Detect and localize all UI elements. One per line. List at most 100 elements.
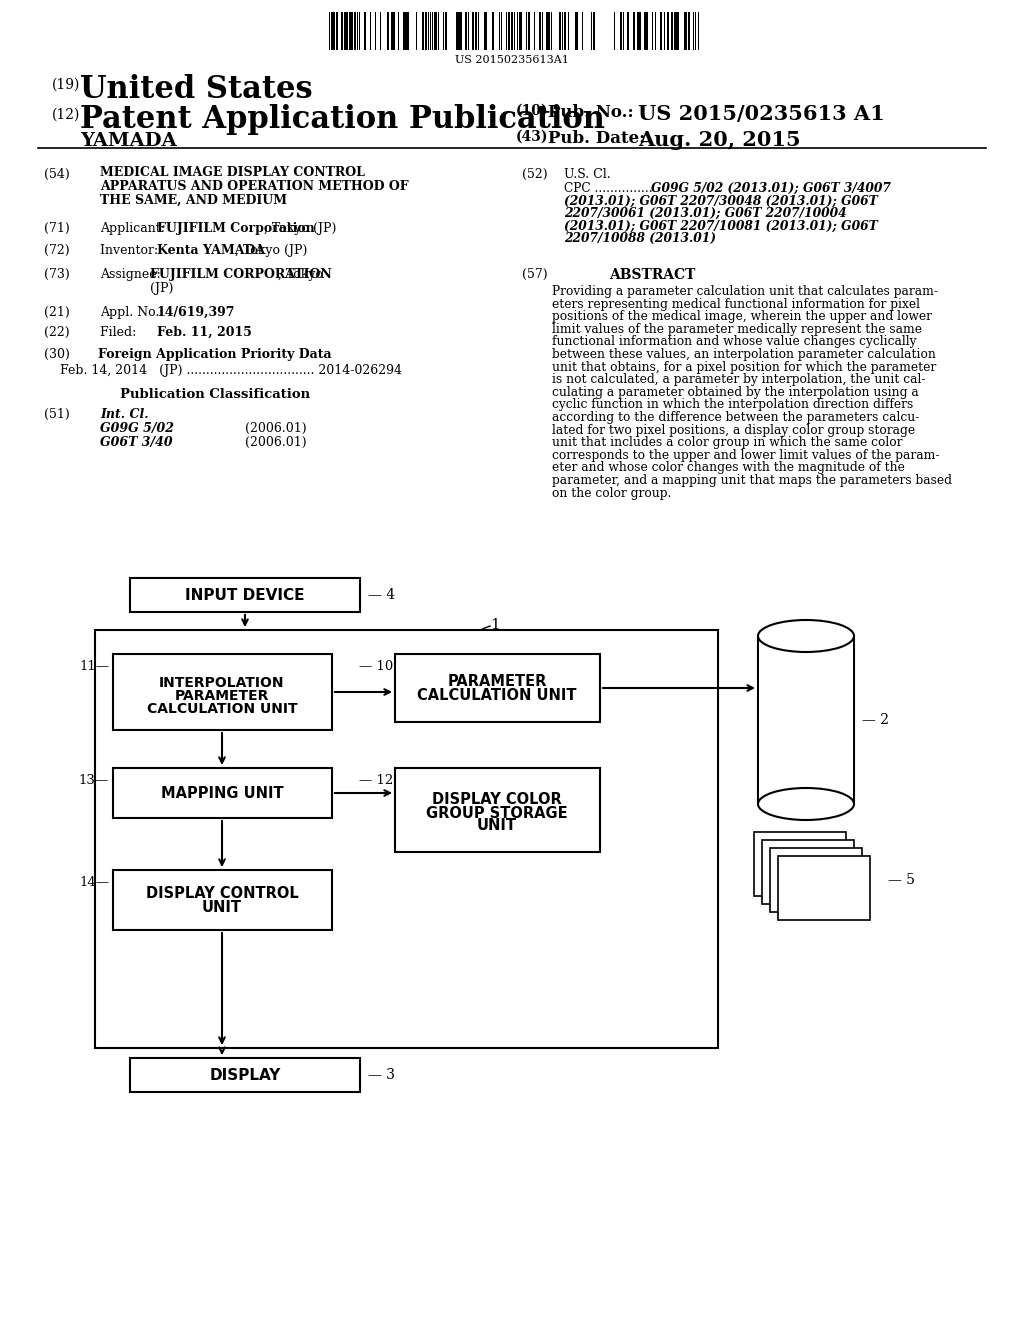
Bar bbox=[620, 12, 622, 50]
Text: positions of the medical image, wherein the upper and lower: positions of the medical image, wherein … bbox=[552, 310, 932, 323]
Text: — 2: — 2 bbox=[862, 713, 889, 727]
Bar bbox=[468, 12, 469, 50]
Text: (2013.01); G06T 2207/10081 (2013.01); G06T: (2013.01); G06T 2207/10081 (2013.01); G0… bbox=[564, 219, 878, 232]
Text: INTERPOLATION: INTERPOLATION bbox=[160, 676, 285, 690]
Text: US 20150235613A1: US 20150235613A1 bbox=[455, 55, 569, 65]
Text: G06T 3/40: G06T 3/40 bbox=[100, 436, 173, 449]
Text: MEDICAL IMAGE DISPLAY CONTROL: MEDICAL IMAGE DISPLAY CONTROL bbox=[100, 166, 365, 180]
Text: is not calculated, a parameter by interpolation, the unit cal-: is not calculated, a parameter by interp… bbox=[552, 374, 926, 387]
Text: 2207/30061 (2013.01); G06T 2207/10004: 2207/30061 (2013.01); G06T 2207/10004 bbox=[564, 207, 847, 220]
Text: YAMADA: YAMADA bbox=[80, 132, 177, 150]
Text: U.S. Cl.: U.S. Cl. bbox=[564, 168, 610, 181]
Text: (JP): (JP) bbox=[150, 282, 173, 294]
Text: Aug. 20, 2015: Aug. 20, 2015 bbox=[638, 129, 801, 150]
Text: (2006.01): (2006.01) bbox=[245, 436, 306, 449]
Bar bbox=[534, 12, 535, 50]
Bar bbox=[354, 12, 356, 50]
Bar bbox=[431, 12, 433, 50]
Text: Feb. 11, 2015: Feb. 11, 2015 bbox=[157, 326, 252, 339]
Text: Applicant:: Applicant: bbox=[100, 222, 169, 235]
Text: unit that obtains, for a pixel position for which the parameter: unit that obtains, for a pixel position … bbox=[552, 360, 936, 374]
Bar bbox=[130, 1059, 360, 1092]
Text: APPARATUS AND OPERATION METHOD OF: APPARATUS AND OPERATION METHOD OF bbox=[100, 180, 409, 193]
Text: (22): (22) bbox=[44, 326, 70, 339]
Text: lated for two pixel positions, a display color group storage: lated for two pixel positions, a display… bbox=[552, 424, 915, 437]
Text: Assignee:: Assignee: bbox=[100, 268, 165, 281]
Bar bbox=[548, 12, 550, 50]
Bar bbox=[754, 832, 846, 896]
Text: (52): (52) bbox=[522, 168, 548, 181]
Bar bbox=[643, 12, 645, 50]
Text: G09G 5/02: G09G 5/02 bbox=[100, 422, 174, 436]
Text: THE SAME, AND MEDIUM: THE SAME, AND MEDIUM bbox=[100, 194, 287, 207]
Bar bbox=[759, 638, 853, 804]
Text: between these values, an interpolation parameter calculation: between these values, an interpolation p… bbox=[552, 348, 936, 360]
Text: Int. Cl.: Int. Cl. bbox=[100, 408, 148, 421]
Text: (72): (72) bbox=[44, 244, 70, 257]
Bar bbox=[564, 12, 565, 50]
Bar bbox=[484, 12, 486, 50]
Bar bbox=[397, 12, 399, 50]
Text: (43): (43) bbox=[516, 129, 549, 144]
Bar bbox=[364, 12, 366, 50]
Text: eters representing medical functional information for pixel: eters representing medical functional in… bbox=[552, 297, 920, 310]
Bar bbox=[95, 630, 718, 1048]
Bar bbox=[664, 12, 665, 50]
Bar bbox=[403, 12, 404, 50]
Bar bbox=[546, 12, 548, 50]
Text: G09G 5/02 (2013.01); G06T 3/4007: G09G 5/02 (2013.01); G06T 3/4007 bbox=[651, 182, 891, 195]
Bar bbox=[331, 12, 335, 50]
Text: eter and whose color changes with the magnitude of the: eter and whose color changes with the ma… bbox=[552, 462, 905, 474]
Text: according to the difference between the parameters calcu-: according to the difference between the … bbox=[552, 411, 920, 424]
Text: , Tokyo: , Tokyo bbox=[278, 268, 323, 281]
Text: 11—: 11— bbox=[79, 660, 109, 673]
Text: Kenta YAMADA: Kenta YAMADA bbox=[157, 244, 265, 257]
Bar bbox=[344, 12, 347, 50]
Bar bbox=[501, 12, 502, 50]
Text: — 5: — 5 bbox=[888, 873, 915, 887]
Text: Appl. No.:: Appl. No.: bbox=[100, 306, 171, 319]
Bar bbox=[651, 12, 653, 50]
Bar bbox=[380, 12, 381, 50]
Bar bbox=[406, 12, 407, 50]
Bar bbox=[113, 768, 332, 818]
Text: (19): (19) bbox=[52, 78, 80, 92]
Bar bbox=[762, 840, 854, 904]
Bar bbox=[646, 12, 648, 50]
Text: (71): (71) bbox=[44, 222, 70, 235]
Text: US 2015/0235613 A1: US 2015/0235613 A1 bbox=[638, 104, 885, 124]
Bar bbox=[336, 12, 338, 50]
Text: (54): (54) bbox=[44, 168, 70, 181]
Text: (57): (57) bbox=[522, 268, 548, 281]
Text: 13—: 13— bbox=[79, 774, 109, 787]
Text: 2207/10088 (2013.01): 2207/10088 (2013.01) bbox=[564, 232, 716, 246]
Bar bbox=[659, 12, 662, 50]
Text: PARAMETER: PARAMETER bbox=[175, 689, 269, 704]
Text: limit values of the parameter medically represent the same: limit values of the parameter medically … bbox=[552, 323, 922, 335]
Text: , Tokyo (JP): , Tokyo (JP) bbox=[264, 222, 336, 235]
Text: CALCULATION UNIT: CALCULATION UNIT bbox=[146, 702, 297, 715]
Text: INPUT DEVICE: INPUT DEVICE bbox=[185, 587, 305, 602]
Text: ABSTRACT: ABSTRACT bbox=[609, 268, 695, 282]
Bar bbox=[627, 12, 629, 50]
Bar bbox=[511, 12, 513, 50]
Ellipse shape bbox=[758, 788, 854, 820]
Bar bbox=[395, 768, 600, 851]
Text: 1: 1 bbox=[490, 618, 500, 632]
Bar bbox=[341, 12, 342, 50]
Text: UNIT: UNIT bbox=[477, 818, 517, 833]
Text: 14/619,397: 14/619,397 bbox=[157, 306, 236, 319]
Bar bbox=[442, 12, 444, 50]
Text: (21): (21) bbox=[44, 306, 70, 319]
Bar bbox=[437, 12, 439, 50]
Bar bbox=[433, 12, 437, 50]
Text: FUJIFILM Corporation: FUJIFILM Corporation bbox=[157, 222, 314, 235]
Text: unit that includes a color group in which the same color: unit that includes a color group in whic… bbox=[552, 436, 902, 449]
Bar bbox=[113, 870, 332, 931]
Bar bbox=[687, 12, 689, 50]
Text: (51): (51) bbox=[44, 408, 70, 421]
Bar bbox=[465, 12, 467, 50]
Text: 14—: 14— bbox=[79, 876, 109, 888]
Bar bbox=[633, 12, 635, 50]
Bar bbox=[676, 12, 679, 50]
